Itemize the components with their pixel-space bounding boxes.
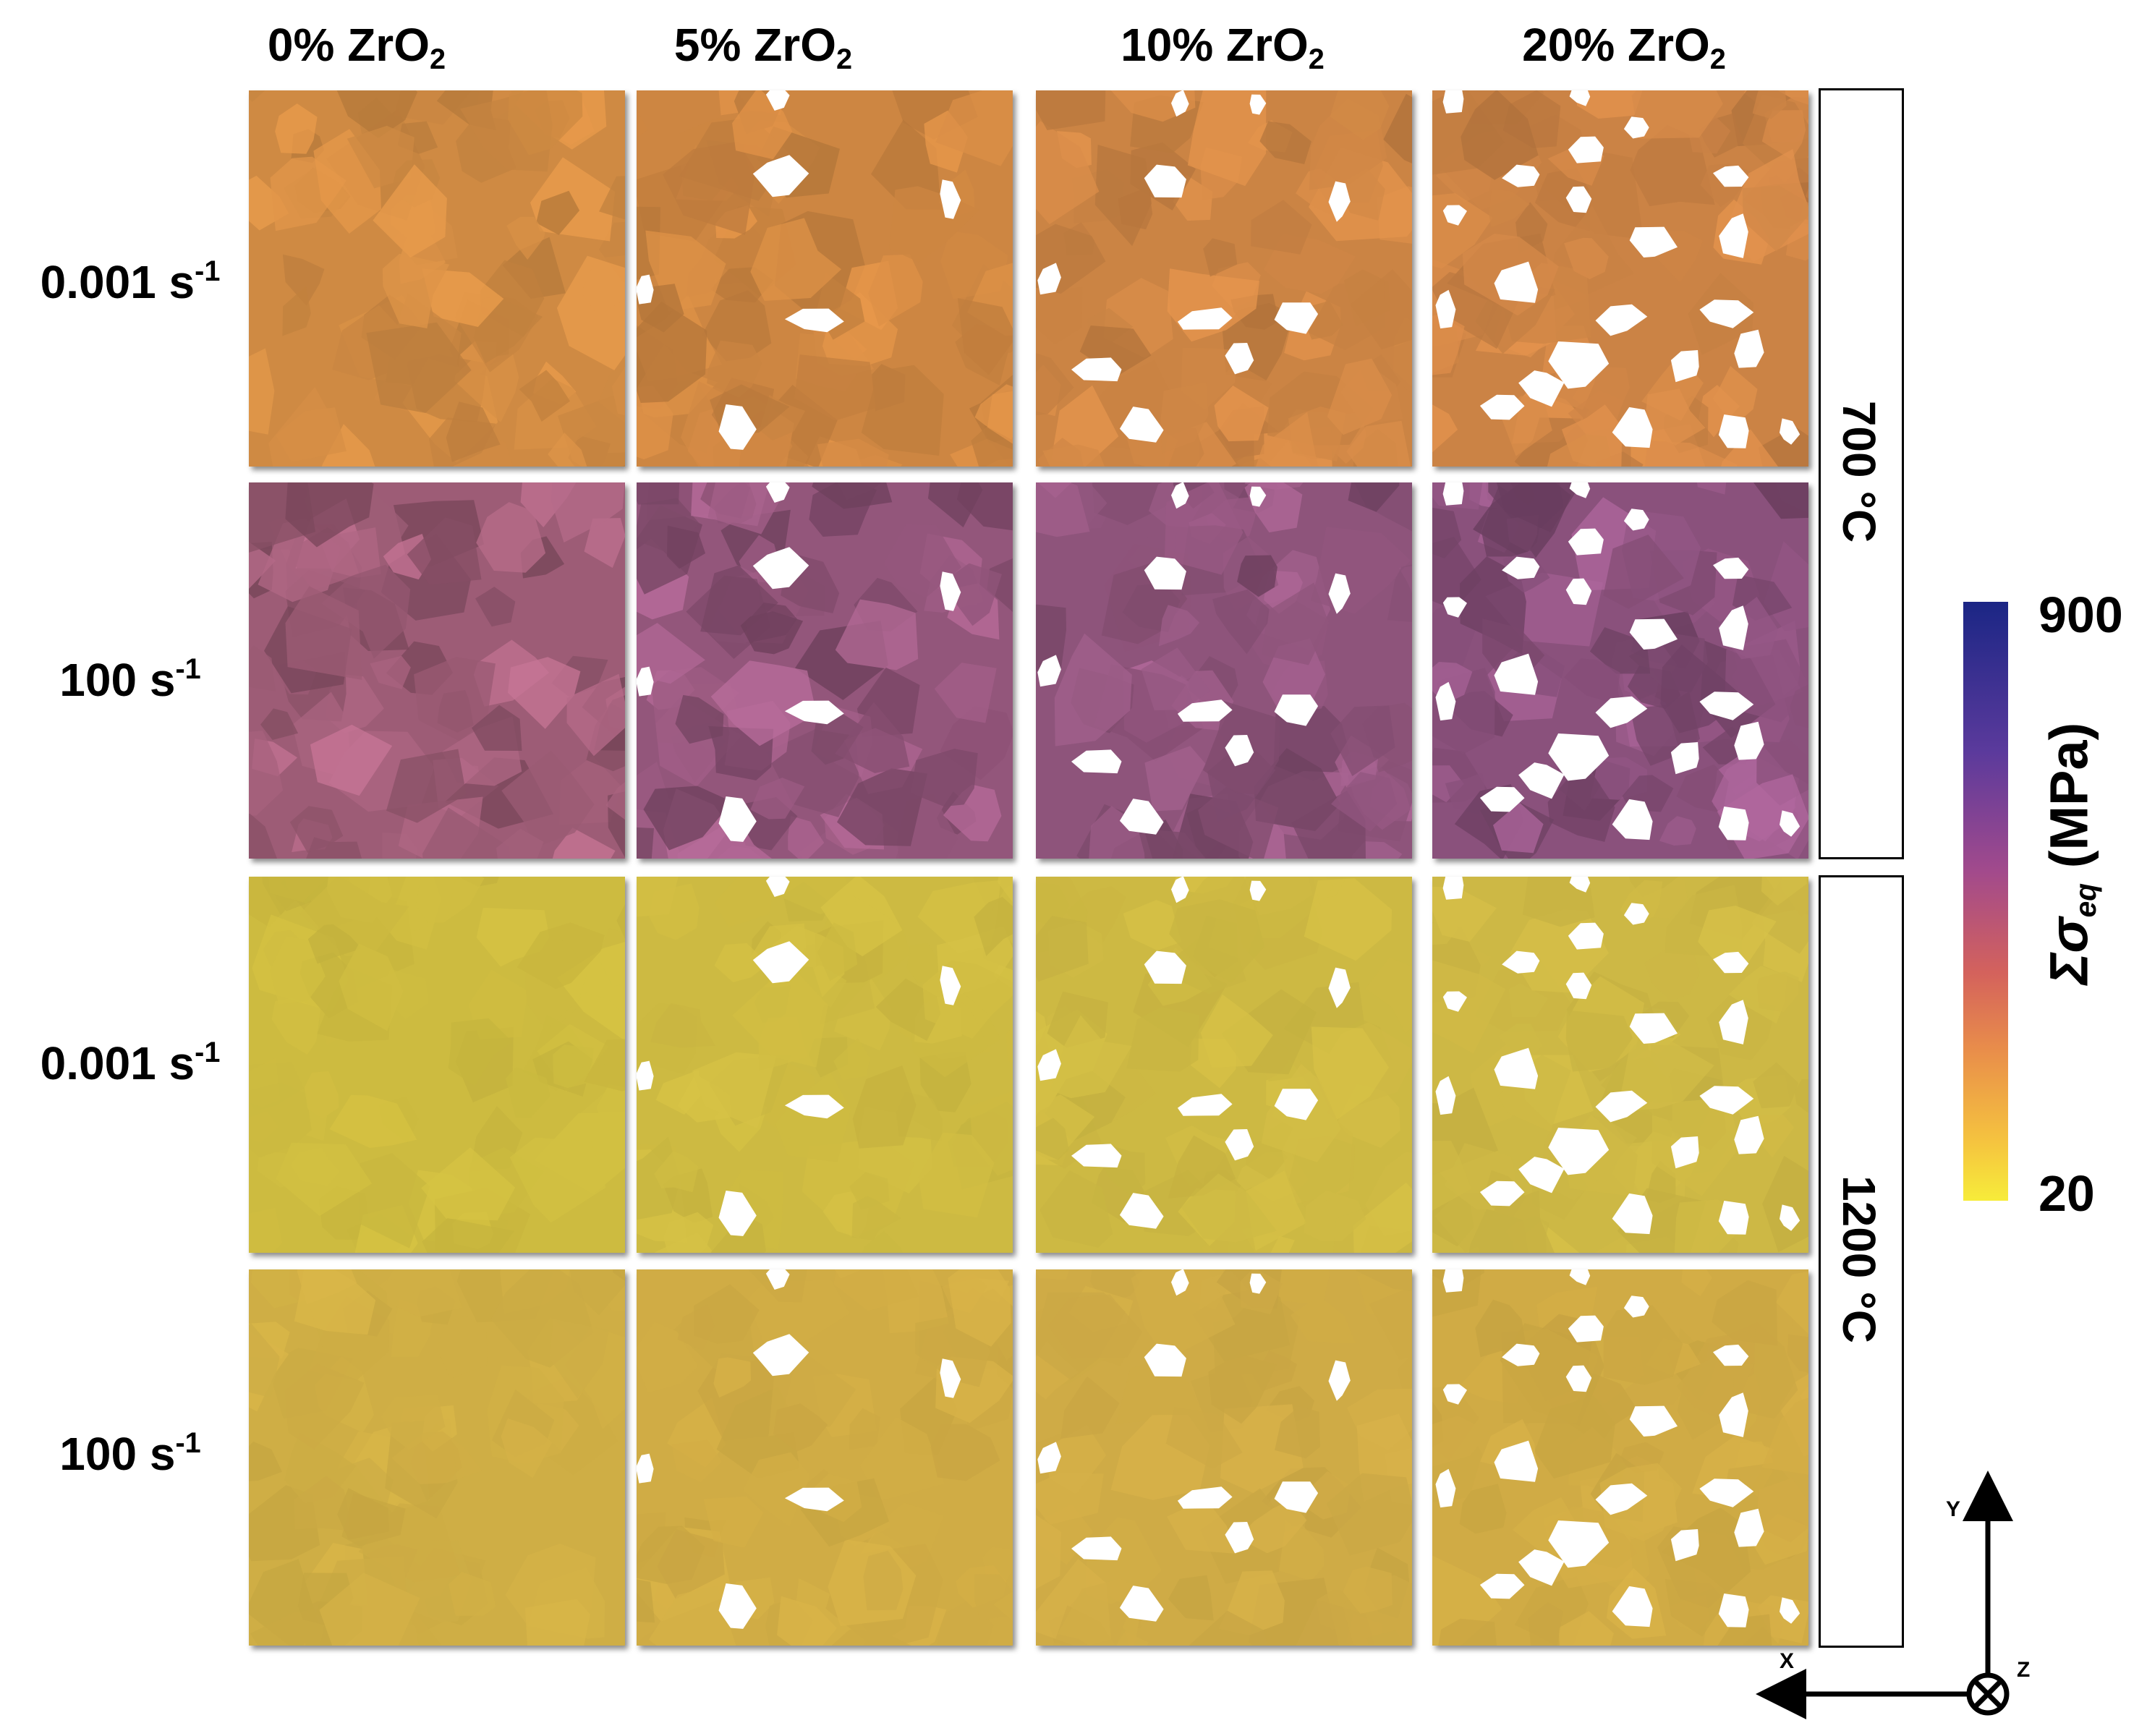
stress-map-panel [1432, 482, 1808, 859]
column-header-20pct: 20% ZrO2 [1522, 19, 1726, 76]
colorbar-min-label: 20 [2038, 1165, 2095, 1222]
row-header-strain-rate-2: 100 s-1 [59, 653, 201, 706]
stress-map-panel [637, 1269, 1013, 1646]
z-axis-into-page-icon [1966, 1672, 2010, 1716]
colorbar-gradient [1963, 602, 2008, 1201]
z-axis-label: Z [2017, 1658, 2031, 1682]
y-axis-label: Y [1946, 1497, 1961, 1521]
temperature-box-1200 [1819, 875, 1904, 1648]
stress-map-panel [1036, 482, 1412, 859]
stress-map-panel [1036, 90, 1412, 467]
stress-map-panel [1432, 1269, 1808, 1646]
stress-map-panel [1036, 877, 1412, 1253]
row-header-strain-rate-1: 0.001 s-1 [40, 255, 221, 308]
temperature-label-1200: 1200 °C [1833, 1175, 1885, 1343]
stress-map-panel [249, 482, 625, 859]
stress-map-panel [637, 482, 1013, 859]
stress-map-panel [249, 877, 625, 1253]
stress-map-panel [637, 90, 1013, 467]
stress-map-panel [1432, 90, 1808, 467]
temperature-label-700: 700 °C [1833, 400, 1885, 543]
stress-map-panel [249, 90, 625, 467]
row-header-strain-rate-3: 0.001 s-1 [40, 1037, 221, 1089]
temperature-box-700 [1819, 88, 1904, 859]
colorbar-max-label: 900 [2038, 587, 2123, 643]
stress-map-panel [1432, 877, 1808, 1253]
column-header-0pct: 0% ZrO2 [267, 19, 446, 76]
stress-map-panel [1036, 1269, 1412, 1646]
column-header-5pct: 5% ZrO2 [673, 19, 853, 76]
stress-map-panel [637, 877, 1013, 1253]
colorbar-title: Σσeq (MPa) [2038, 722, 2102, 985]
coordinate-axes [1756, 1471, 2013, 1719]
column-header-10pct: 10% ZrO2 [1121, 19, 1325, 76]
x-axis-label: X [1780, 1649, 1795, 1673]
stress-map-panel [249, 1269, 625, 1646]
row-header-strain-rate-4: 100 s-1 [59, 1427, 201, 1480]
